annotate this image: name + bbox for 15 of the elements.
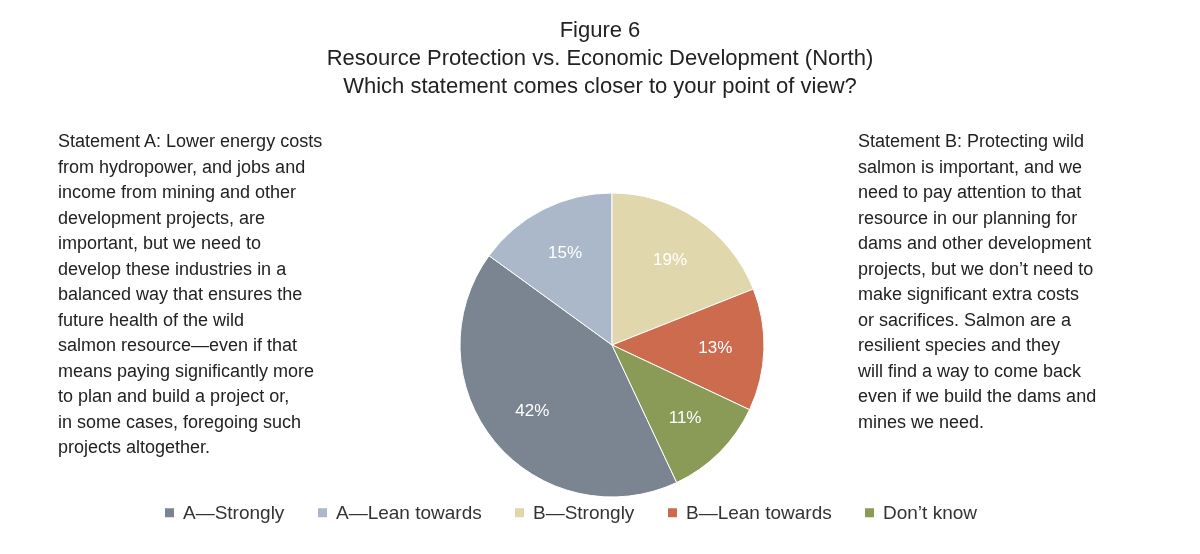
legend-label: B—Strongly <box>533 501 635 523</box>
legend-label: A—Strongly <box>183 501 285 523</box>
legend-label: A—Lean towards <box>336 501 482 523</box>
data-label: 42% <box>515 400 550 420</box>
legend-label: Don’t know <box>883 501 978 523</box>
data-label: 15% <box>548 242 583 262</box>
text: Statement B: Protecting wild salmon is important, and we need to pay attention to that resource in our planning for dams and other development projects, but we don’t need to make significant extra costs or sacrifices. Salmon are a resilient species and they will find a way to come back even if we build the dams and mines we need. <box>858 131 1097 432</box>
data-label: 11% <box>668 408 702 428</box>
legend-label: B—Lean towards <box>686 501 832 523</box>
data-label: 19% <box>653 249 688 269</box>
data-label: 13% <box>698 338 733 358</box>
chart-title: Figure 6 <box>559 17 641 42</box>
text: Statement A: Lower energy costs from hydropower, and jobs and income from mining and other development projects, are important, but we need to develop these industries in a balanced way that ensures the future health of the wild salmon resource—even if that means paying significantly more to plan and build a project or, in some cases, foregoing such projects altogether. <box>58 131 323 457</box>
chart-subtitle: Resource Protection vs. Economic Development (North) <box>326 45 874 70</box>
text: Which statement comes closer to your point of view? <box>343 73 857 98</box>
